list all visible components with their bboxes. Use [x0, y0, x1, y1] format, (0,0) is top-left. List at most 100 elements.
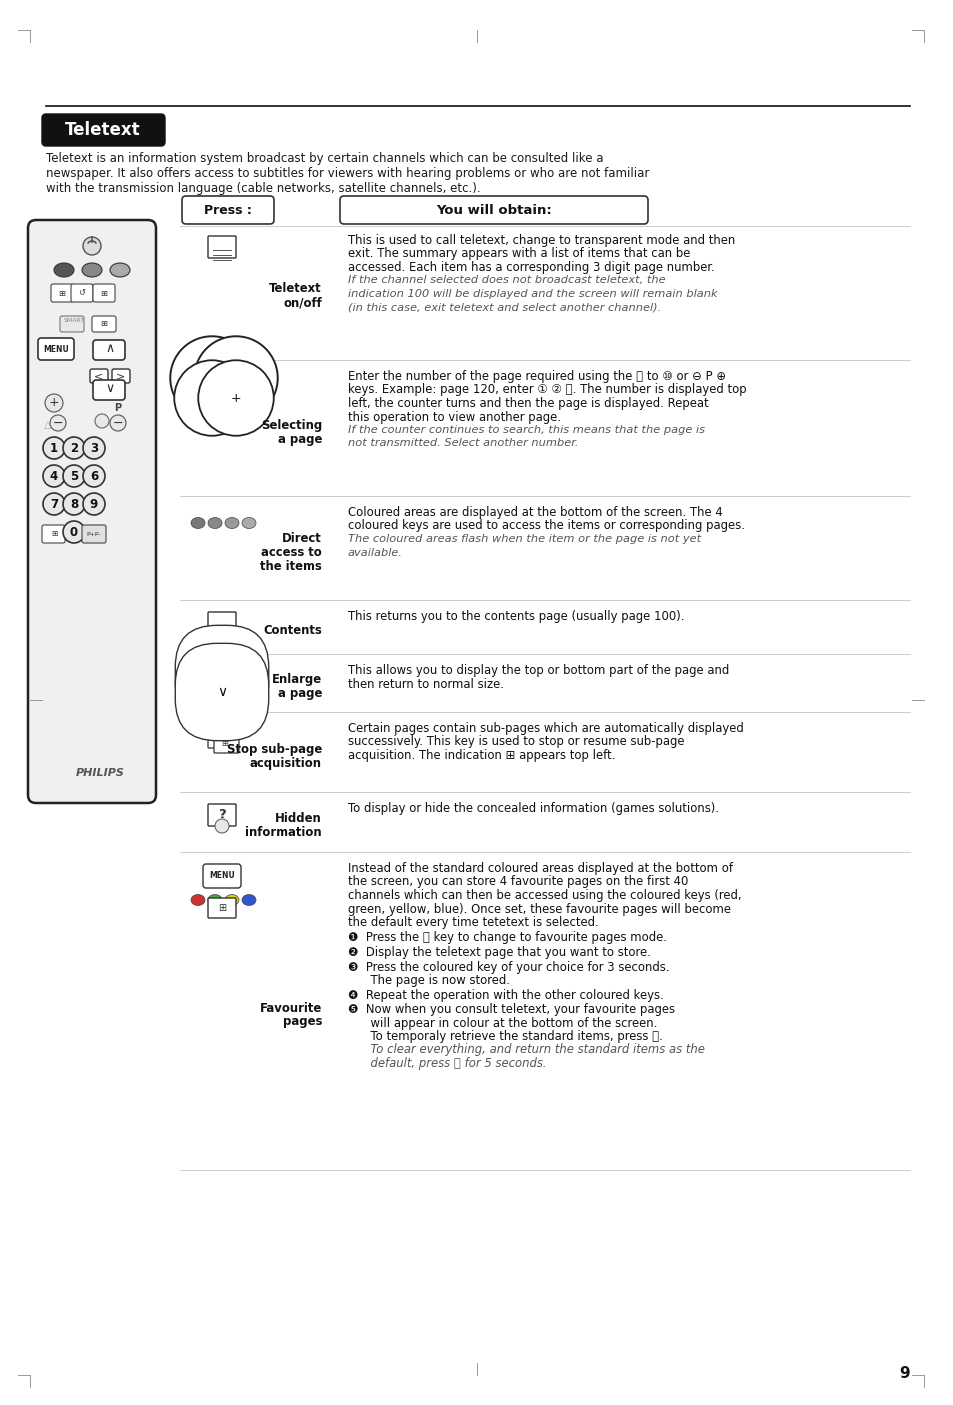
FancyBboxPatch shape: [42, 114, 165, 146]
Text: 4: 4: [50, 469, 58, 482]
Text: 9: 9: [90, 497, 98, 510]
Ellipse shape: [191, 895, 205, 905]
Text: MENU: MENU: [43, 344, 69, 354]
Ellipse shape: [208, 895, 222, 905]
Text: ∧: ∧: [216, 667, 227, 681]
FancyBboxPatch shape: [208, 613, 235, 634]
Text: access to: access to: [261, 545, 322, 559]
Text: channels which can then be accessed using the coloured keys (red,: channels which can then be accessed usin…: [348, 889, 740, 902]
Text: green, yellow, blue). Once set, these favourite pages will become: green, yellow, blue). Once set, these fa…: [348, 902, 730, 916]
Text: Selecting: Selecting: [260, 419, 322, 431]
Text: 9: 9: [899, 1366, 909, 1381]
Circle shape: [45, 393, 63, 412]
Text: Teletext: Teletext: [65, 121, 141, 139]
Text: accessed. Each item has a corresponding 3 digit page number.: accessed. Each item has a corresponding …: [348, 261, 714, 274]
Circle shape: [83, 237, 101, 254]
Text: the screen, you can store 4 favourite pages on the first 40: the screen, you can store 4 favourite pa…: [348, 875, 688, 888]
Text: information: information: [245, 826, 322, 840]
FancyBboxPatch shape: [208, 804, 235, 826]
Circle shape: [63, 465, 85, 488]
Text: Press :: Press :: [204, 204, 252, 216]
Text: ⊞: ⊞: [100, 319, 108, 329]
Text: newspaper. It also offers access to subtitles for viewers with hearing problems : newspaper. It also offers access to subt…: [46, 167, 649, 180]
Text: PHILIPS: PHILIPS: [75, 769, 124, 778]
Text: a page: a page: [277, 433, 322, 445]
Text: Stop sub-page: Stop sub-page: [227, 742, 322, 756]
Text: 2: 2: [70, 441, 78, 454]
Text: ❺  Now when you consult teletext, your favourite pages: ❺ Now when you consult teletext, your fa…: [348, 1003, 675, 1016]
FancyBboxPatch shape: [71, 284, 92, 302]
Text: The coloured areas flash when the item or the page is not yet: The coloured areas flash when the item o…: [348, 534, 700, 544]
Text: −: −: [52, 416, 63, 430]
Text: acquisition. The indication ⊞ appears top left.: acquisition. The indication ⊞ appears to…: [348, 749, 615, 762]
Text: <: <: [94, 371, 104, 381]
Text: Favourite: Favourite: [259, 1002, 322, 1014]
Text: ❶  Press the Ⓖ key to change to favourite pages mode.: ❶ Press the Ⓖ key to change to favourite…: [348, 932, 666, 944]
Text: the items: the items: [260, 559, 322, 572]
Text: Coloured areas are displayed at the bottom of the screen. The 4: Coloured areas are displayed at the bott…: [348, 506, 722, 518]
Text: ⊞: ⊞: [221, 739, 229, 749]
Text: >: >: [116, 371, 126, 381]
Circle shape: [214, 819, 229, 833]
Circle shape: [63, 493, 85, 516]
Text: This is used to call teletext, change to transparent mode and then: This is used to call teletext, change to…: [348, 235, 735, 247]
Text: Enlarge: Enlarge: [272, 673, 322, 687]
Text: Teletext is an information system broadcast by certain channels which can be con: Teletext is an information system broadc…: [46, 152, 603, 164]
FancyBboxPatch shape: [339, 197, 647, 223]
Circle shape: [43, 437, 65, 459]
FancyBboxPatch shape: [203, 864, 241, 888]
Text: P: P: [114, 403, 121, 413]
FancyBboxPatch shape: [51, 284, 73, 302]
FancyBboxPatch shape: [92, 379, 125, 400]
FancyBboxPatch shape: [92, 284, 115, 302]
Circle shape: [83, 465, 105, 488]
Text: −: −: [112, 416, 123, 430]
Text: 5: 5: [70, 469, 78, 482]
Circle shape: [43, 493, 65, 516]
FancyBboxPatch shape: [42, 525, 65, 542]
Text: SMART: SMART: [63, 318, 85, 323]
Ellipse shape: [82, 263, 102, 277]
Text: P: P: [219, 392, 229, 405]
Text: MENU: MENU: [209, 871, 234, 881]
Text: +: +: [49, 396, 59, 409]
Text: 9: 9: [231, 371, 240, 385]
Text: −: −: [207, 392, 217, 405]
Text: on/off: on/off: [283, 296, 322, 309]
Text: ?: ?: [218, 808, 226, 822]
FancyBboxPatch shape: [112, 370, 130, 384]
Ellipse shape: [225, 517, 239, 528]
Text: 0: 0: [207, 371, 216, 385]
Text: this operation to view another page.: this operation to view another page.: [348, 410, 560, 423]
Text: ❹  Repeat the operation with the other coloured keys.: ❹ Repeat the operation with the other co…: [348, 989, 663, 1002]
Text: the default every time tetetext is selected.: the default every time tetetext is selec…: [348, 916, 598, 929]
Circle shape: [63, 437, 85, 459]
Text: Teletext: Teletext: [269, 282, 322, 295]
Text: Hidden: Hidden: [275, 812, 322, 826]
Ellipse shape: [110, 263, 130, 277]
Text: successively. This key is used to stop or resume sub-page: successively. This key is used to stop o…: [348, 735, 684, 749]
Text: To temporaly retrieve the standard items, press Ⓖ.: To temporaly retrieve the standard items…: [348, 1030, 662, 1043]
Text: ∨: ∨: [216, 686, 227, 700]
Text: default, press Ⓖ for 5 seconds.: default, press Ⓖ for 5 seconds.: [348, 1057, 546, 1071]
FancyBboxPatch shape: [92, 340, 125, 360]
Text: ⊞: ⊞: [217, 903, 226, 913]
Text: To clear everything, and return the standard items as the: To clear everything, and return the stan…: [348, 1044, 704, 1057]
Text: The page is now stored.: The page is now stored.: [348, 974, 510, 986]
Text: This allows you to display the top or bottom part of the page and: This allows you to display the top or bo…: [348, 665, 728, 677]
FancyBboxPatch shape: [60, 316, 84, 332]
Text: /: /: [221, 371, 226, 385]
Text: coloured keys are used to access the items or corresponding pages.: coloured keys are used to access the ite…: [348, 520, 744, 532]
Text: ❸  Press the coloured key of your choice for 3 seconds.: ❸ Press the coloured key of your choice …: [348, 961, 669, 974]
FancyBboxPatch shape: [213, 733, 239, 753]
Text: You will obtain:: You will obtain:: [436, 204, 551, 216]
Text: ∨: ∨: [106, 382, 114, 395]
Ellipse shape: [191, 517, 205, 528]
Text: Certain pages contain sub-pages which are automatically displayed: Certain pages contain sub-pages which ar…: [348, 722, 743, 735]
Text: ❷  Display the teletext page that you want to store.: ❷ Display the teletext page that you wan…: [348, 946, 650, 960]
Circle shape: [95, 414, 109, 429]
Circle shape: [63, 521, 85, 542]
Text: not transmitted. Select another number.: not transmitted. Select another number.: [348, 438, 578, 448]
Text: 7: 7: [50, 497, 58, 510]
FancyBboxPatch shape: [208, 236, 235, 259]
